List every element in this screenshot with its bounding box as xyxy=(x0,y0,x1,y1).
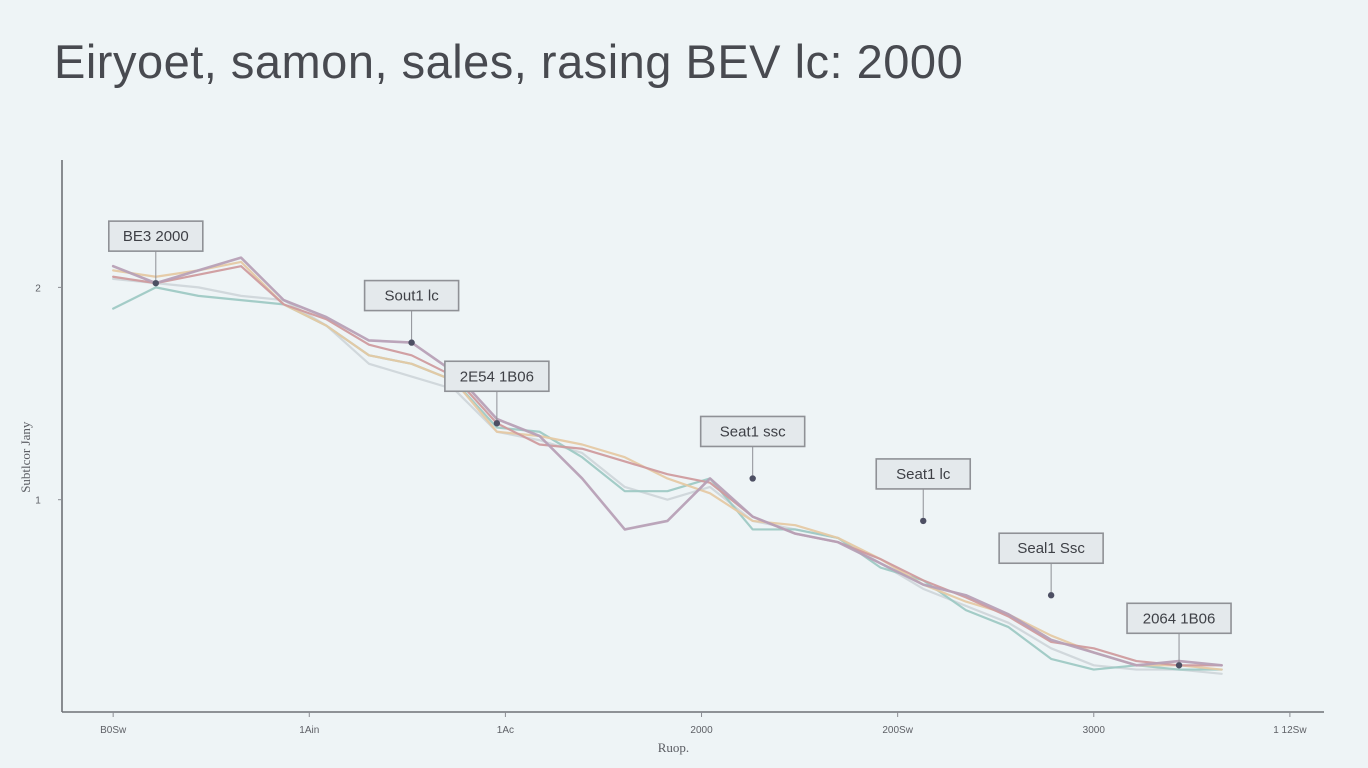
callout-marker xyxy=(152,279,159,287)
x-axis-label: Ruop. xyxy=(658,740,689,755)
y-tick-label: 2 xyxy=(35,283,41,294)
callout-marker xyxy=(1175,662,1183,669)
data-callout: 2064 1B06 xyxy=(1126,602,1232,669)
callout-marker xyxy=(1047,592,1055,599)
callout-marker xyxy=(408,339,415,346)
x-tick-label: 1 12Sw xyxy=(1273,725,1307,736)
series-line-2 xyxy=(112,265,1223,667)
series-line-5 xyxy=(112,277,1223,675)
callout-box xyxy=(998,532,1104,565)
callout-box xyxy=(1126,602,1232,635)
x-tick-label: B0Sw xyxy=(100,725,127,736)
callout-marker xyxy=(493,420,501,427)
callout-label: BE3 2000 xyxy=(123,228,189,245)
series-layer xyxy=(111,256,1223,675)
x-tick-label: 1Ac xyxy=(497,725,514,736)
data-callout: Seat1 ssc xyxy=(699,415,806,482)
callout-label: 2E54 1B06 xyxy=(460,368,534,385)
data-callout: BE3 2000 xyxy=(107,220,204,287)
callout-label: Seat1 lc xyxy=(896,466,951,483)
y-axis-label: Subtlcor Jany xyxy=(18,421,33,493)
callout-box xyxy=(444,360,550,393)
y-tick-label: 1 xyxy=(35,496,41,507)
series-line-1 xyxy=(111,256,1223,667)
callout-box xyxy=(107,220,204,252)
data-callout: Seat1 lc xyxy=(875,458,972,525)
callout-box xyxy=(363,279,460,312)
data-callout: 2E54 1B06 xyxy=(444,360,550,427)
callout-layer: BE3 2000 Sout1 lc 2E54 1B06 Seat1 ssc Seat1 … xyxy=(107,220,1232,669)
callout-marker xyxy=(749,475,756,482)
chart-title: Eiryoet, samon, sales, rasing BEV lc: 20… xyxy=(54,35,964,88)
series-line-3 xyxy=(112,260,1223,671)
callout-label: Sout1 lc xyxy=(385,288,440,305)
data-callout: Seal1 Ssc xyxy=(998,532,1104,599)
axes: B0Sw 1Ain 1Ac 2000 200Sw 3000 1 12Sw 2 1 Ruop. Sub… xyxy=(18,160,1324,755)
callout-marker xyxy=(920,517,927,525)
callout-label: 2064 1B06 xyxy=(1143,610,1216,627)
callout-box xyxy=(875,458,972,490)
x-tick-label: 200Sw xyxy=(882,725,913,736)
x-tick-label: 2000 xyxy=(690,725,713,736)
x-tick-label: 1Ain xyxy=(299,725,319,736)
data-callout: Sout1 lc xyxy=(363,279,460,346)
callout-label: Seal1 Ssc xyxy=(1017,540,1085,557)
x-tick-label: 3000 xyxy=(1083,725,1106,736)
callout-box xyxy=(699,415,806,448)
callout-label: Seat1 ssc xyxy=(720,423,786,440)
